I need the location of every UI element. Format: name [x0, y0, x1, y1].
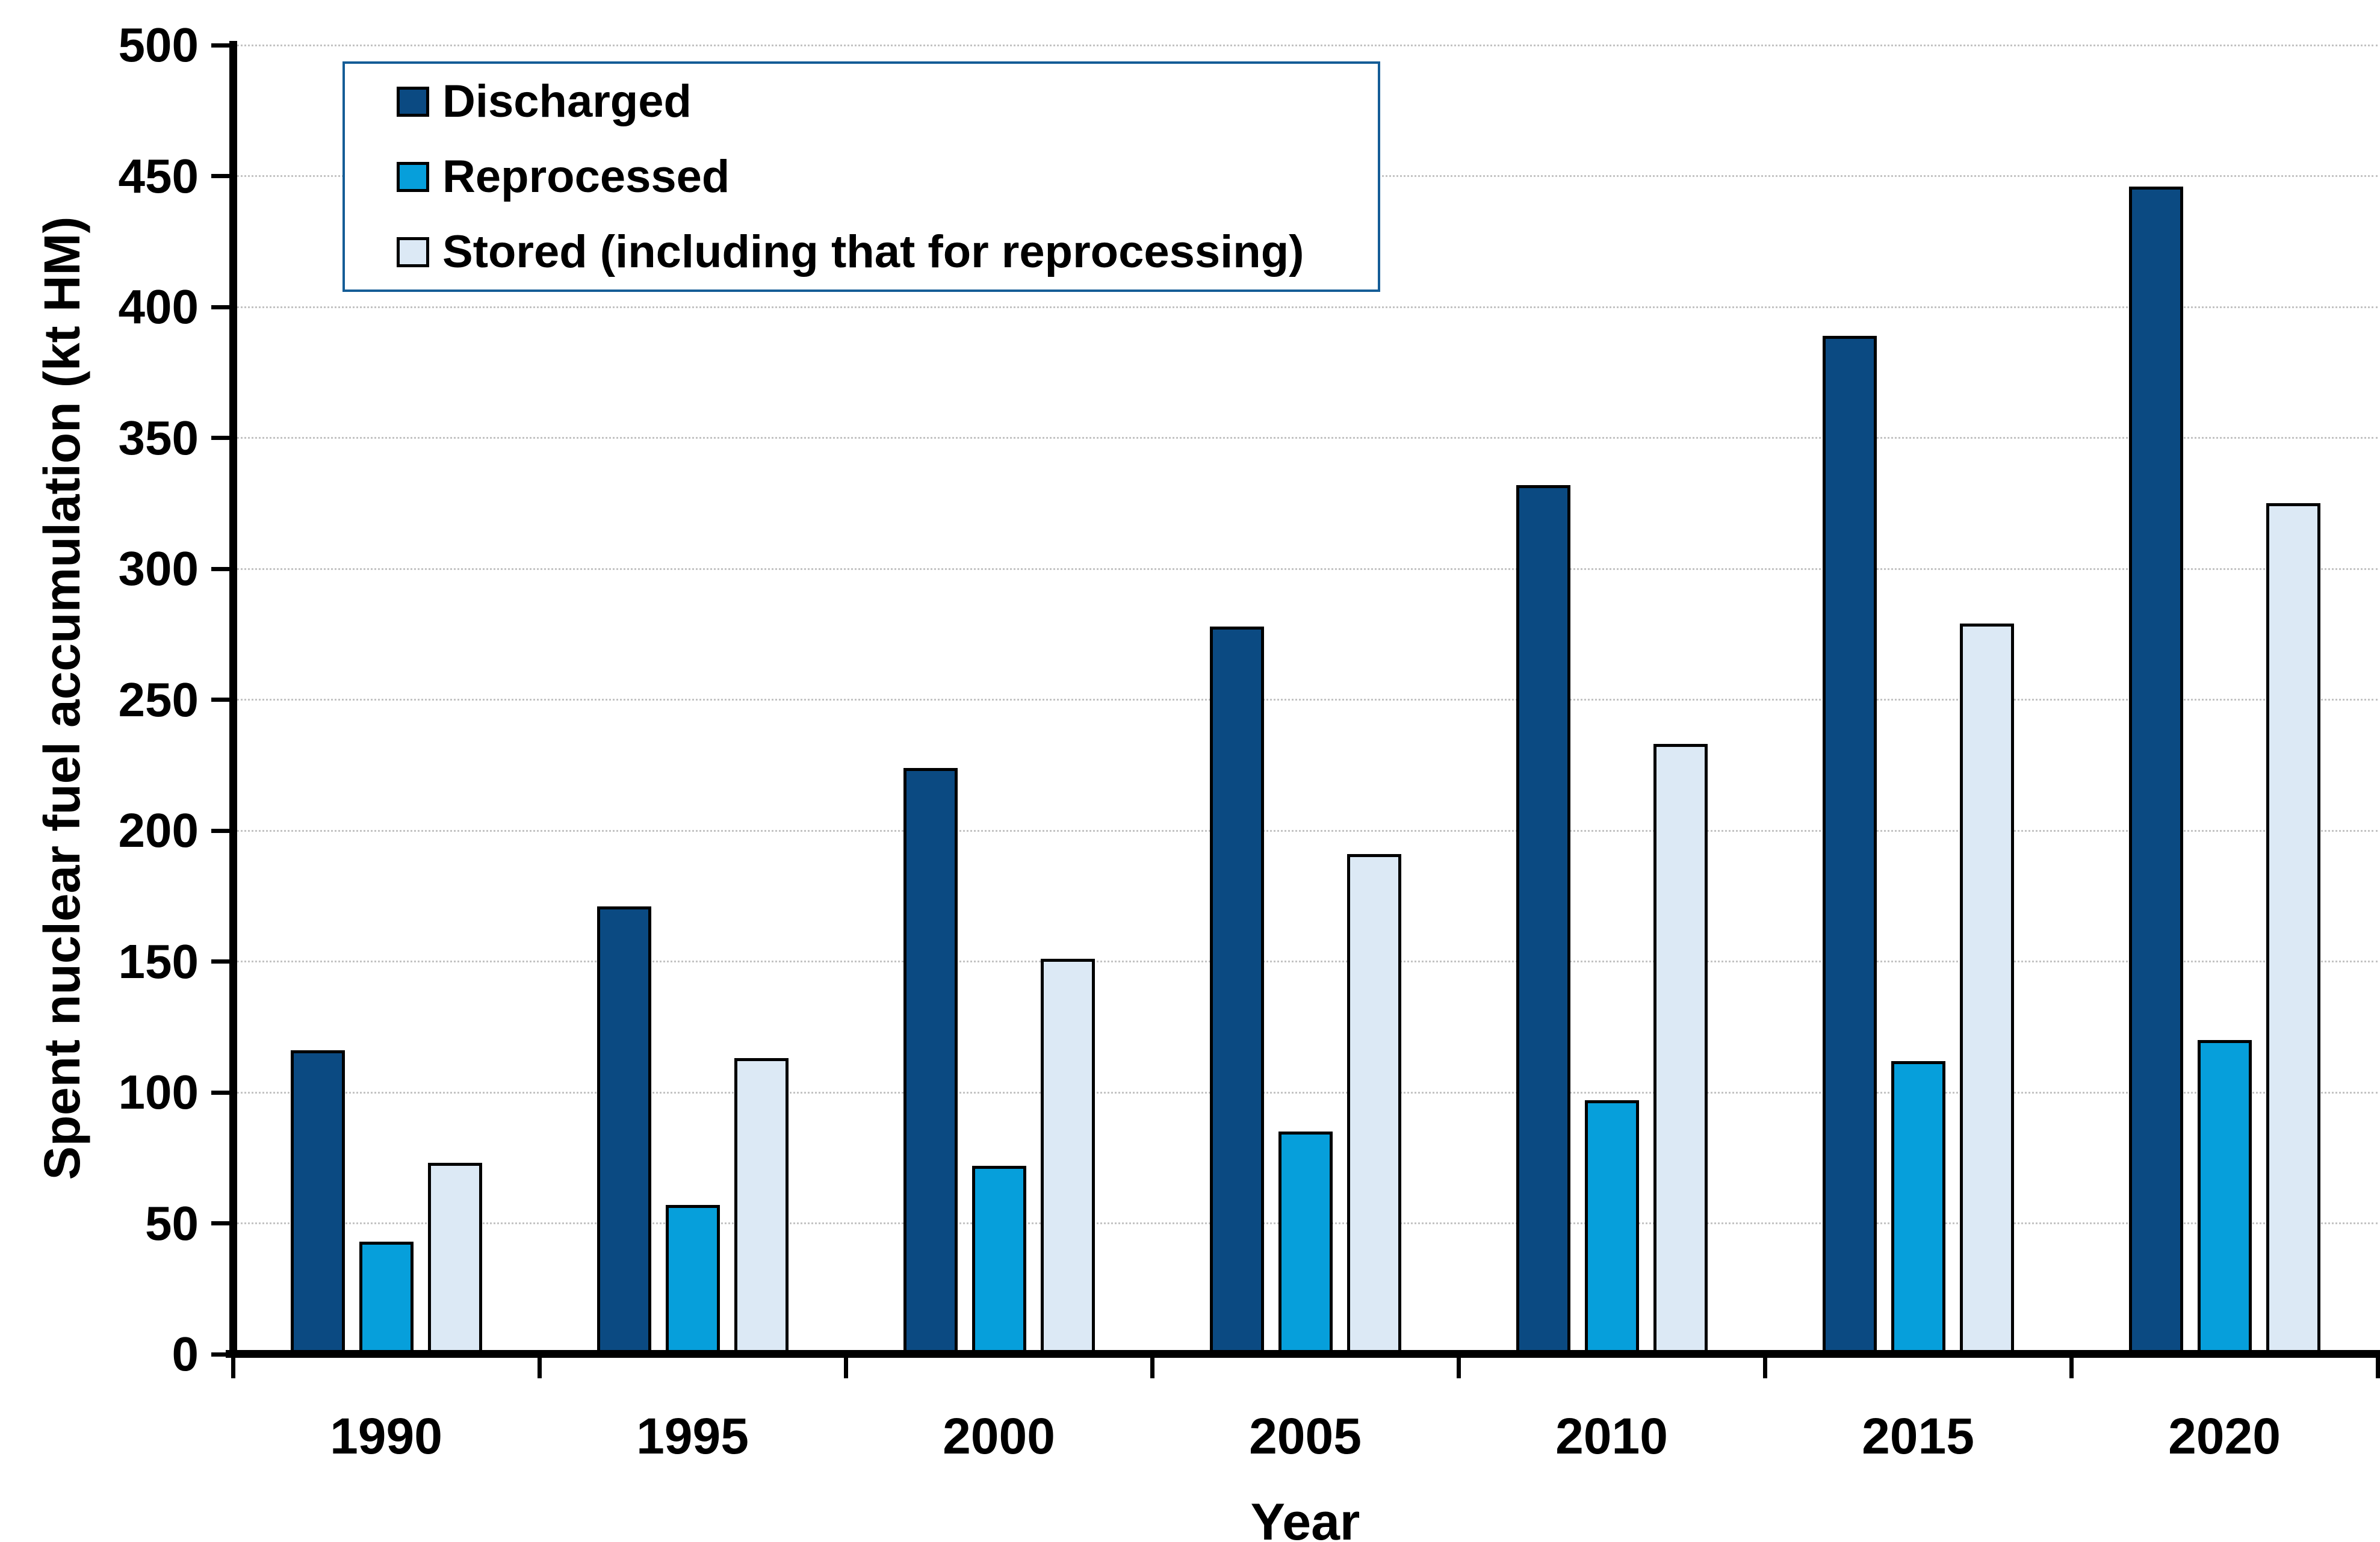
legend: Discharged Reprocessed Stored (including… [342, 61, 1380, 292]
x-axis-label-2015: 2015 [1862, 1408, 1974, 1464]
y-tick-label-400: 400 [118, 280, 199, 333]
bar-stored-2015 [1959, 624, 2014, 1354]
bar-reprocessed-1995 [665, 1205, 720, 1354]
y-tick-50 [211, 1221, 229, 1225]
bar-discharged-2005 [1209, 626, 1264, 1354]
legend-item-stored: Stored (including that for reprocessing) [397, 228, 1378, 276]
x-tick-3 [1150, 1358, 1154, 1378]
x-axis-title: Year [1250, 1493, 1360, 1542]
bar-reprocessed-2015 [1891, 1061, 1945, 1354]
gridline-400 [233, 306, 2378, 308]
gridline-300 [233, 568, 2378, 570]
y-tick-label-50: 50 [145, 1196, 199, 1250]
bar-stored-2005 [1346, 854, 1401, 1354]
y-tick-100 [211, 1090, 229, 1095]
gridline-250 [233, 699, 2378, 701]
bar-reprocessed-2000 [972, 1165, 1026, 1354]
legend-label-reprocessed: Reprocessed [442, 150, 730, 202]
x-tick-4 [1456, 1358, 1461, 1378]
y-tick-label-0: 0 [172, 1327, 199, 1381]
bar-discharged-2010 [1516, 485, 1570, 1354]
y-tick-400 [211, 305, 229, 309]
y-tick-350 [211, 436, 229, 440]
y-tick-label-450: 450 [118, 149, 199, 203]
bar-reprocessed-2020 [2197, 1040, 2252, 1354]
x-axis-label-1995: 1995 [636, 1408, 749, 1464]
x-tick-5 [1762, 1358, 1767, 1378]
x-tick-2 [843, 1358, 848, 1378]
y-tick-300 [211, 566, 229, 571]
x-axis-label-2005: 2005 [1249, 1408, 1362, 1464]
y-tick-500 [211, 43, 229, 48]
gridline-150 [233, 961, 2378, 962]
gridline-200 [233, 829, 2378, 832]
bar-discharged-2015 [1822, 335, 1877, 1354]
x-axis-label-2000: 2000 [943, 1408, 1055, 1464]
bar-stored-2020 [2266, 503, 2320, 1354]
legend-swatch-reprocessed [397, 161, 429, 192]
bar-reprocessed-2005 [1278, 1132, 1333, 1354]
y-tick-150 [211, 959, 229, 964]
legend-item-discharged: Discharged [397, 75, 1378, 127]
y-tick-label-350: 350 [118, 410, 199, 465]
bar-discharged-2020 [2128, 186, 2183, 1354]
gridline-100 [233, 1091, 2378, 1094]
bar-discharged-2000 [903, 767, 958, 1354]
bar-discharged-1990 [290, 1050, 345, 1354]
x-tick-6 [2069, 1358, 2074, 1378]
bar-stored-1995 [734, 1058, 789, 1354]
x-tick-1 [537, 1358, 542, 1378]
y-tick-label-200: 200 [118, 804, 199, 857]
y-tick-label-300: 300 [118, 542, 199, 595]
bar-stored-1990 [427, 1163, 482, 1354]
y-axis-title: Spent nuclear fuel accumulation (kt HM) [34, 216, 90, 1180]
legend-label-stored: Stored (including that for reprocessing) [442, 226, 1304, 277]
y-tick-label-500: 500 [118, 18, 199, 72]
y-tick-250 [211, 698, 229, 702]
bar-stored-2010 [1653, 744, 1708, 1354]
y-tick-label-250: 250 [118, 672, 199, 726]
x-axis-label-2020: 2020 [2168, 1408, 2281, 1464]
bar-stored-2000 [1040, 959, 1095, 1354]
y-tick-0 [211, 1352, 229, 1357]
legend-label-discharged: Discharged [442, 75, 692, 127]
y-tick-label-100: 100 [118, 1065, 199, 1119]
legend-swatch-stored [397, 237, 429, 267]
bar-discharged-1995 [597, 906, 651, 1354]
gridline-350 [233, 437, 2378, 439]
x-axis-line [226, 1350, 2380, 1358]
bar-reprocessed-1990 [359, 1241, 414, 1354]
x-axis-label-2010: 2010 [1555, 1408, 1668, 1464]
legend-item-reprocessed: Reprocessed [397, 150, 1378, 202]
y-tick-450 [211, 174, 229, 178]
y-tick-200 [211, 828, 229, 833]
legend-swatch-discharged [397, 86, 429, 117]
gridline-500 [233, 44, 2378, 46]
x-tick-7 [2375, 1358, 2380, 1378]
bar-reprocessed-2010 [1584, 1100, 1639, 1354]
y-axis-line [229, 41, 237, 1358]
x-tick-0 [231, 1358, 235, 1378]
y-tick-label-150: 150 [118, 934, 199, 988]
x-axis-label-1990: 1990 [330, 1408, 442, 1464]
